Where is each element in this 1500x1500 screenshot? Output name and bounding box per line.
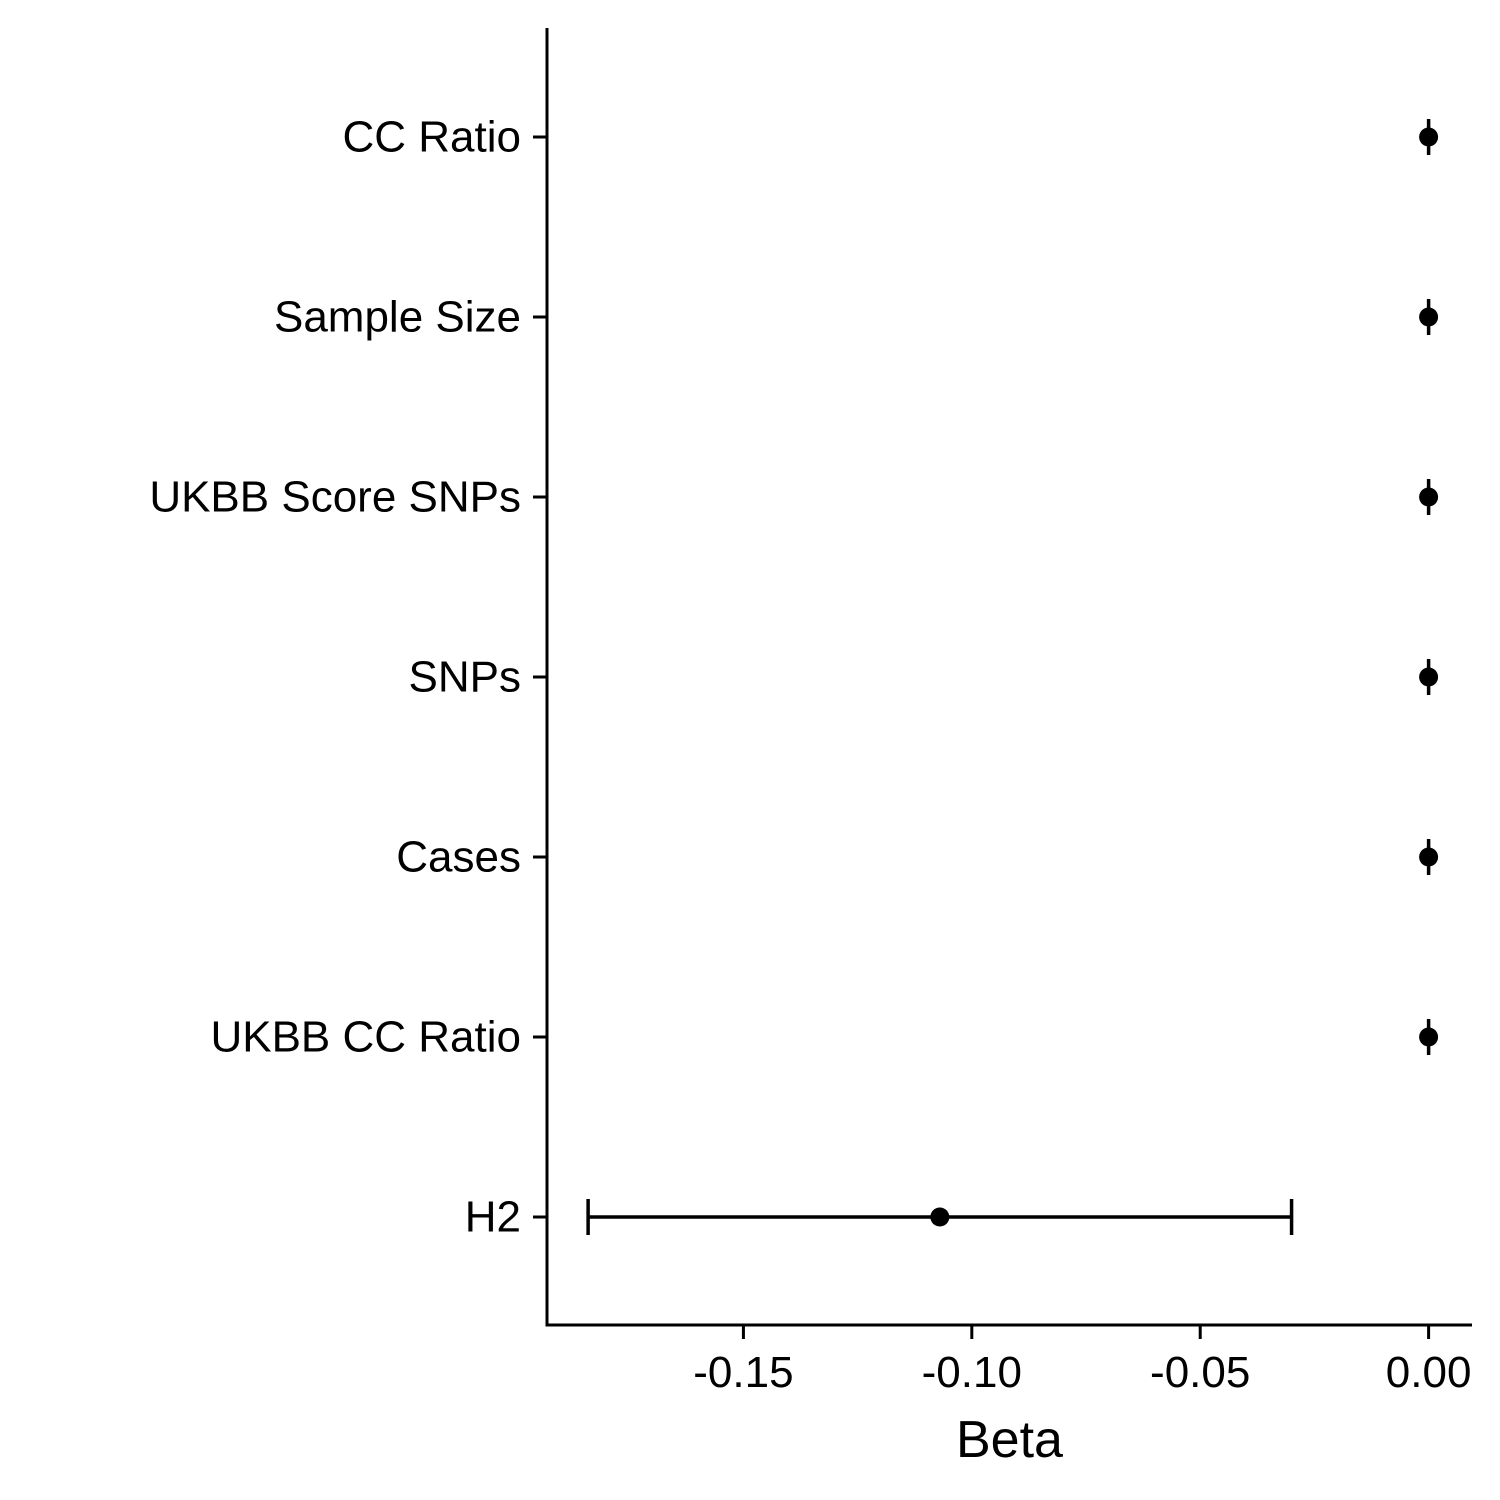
- x-axis-title: Beta: [956, 1411, 1063, 1469]
- y-tick-label: SNPs: [409, 653, 521, 702]
- y-tick-label: UKBB Score SNPs: [149, 473, 521, 522]
- data-point: [1419, 1027, 1439, 1047]
- data-point: [1419, 487, 1439, 507]
- x-tick-label: -0.05: [1150, 1348, 1250, 1397]
- data-point: [1419, 667, 1439, 687]
- y-tick-label: Sample Size: [274, 293, 521, 342]
- x-tick-label: 0.00: [1386, 1348, 1472, 1397]
- y-tick-label: H2: [465, 1193, 521, 1242]
- x-tick-label: -0.15: [693, 1348, 793, 1397]
- data-point: [1419, 847, 1439, 867]
- y-tick-label: UKBB CC Ratio: [210, 1013, 521, 1062]
- x-tick-label: -0.10: [922, 1348, 1022, 1397]
- y-tick-label: Cases: [396, 833, 521, 882]
- y-tick-label: CC Ratio: [343, 113, 522, 162]
- data-point: [1419, 307, 1439, 327]
- data-point: [930, 1207, 950, 1227]
- x-axis-ticks: -0.15 -0.10 -0.05 0.00: [693, 1325, 1471, 1397]
- axes: [545, 28, 1472, 1327]
- data-marks: [586, 119, 1439, 1235]
- y-axis-ticks: CC Ratio Sample Size UKBB Score SNPs SNPs Ca…: [149, 113, 547, 1242]
- data-point: [1419, 127, 1439, 147]
